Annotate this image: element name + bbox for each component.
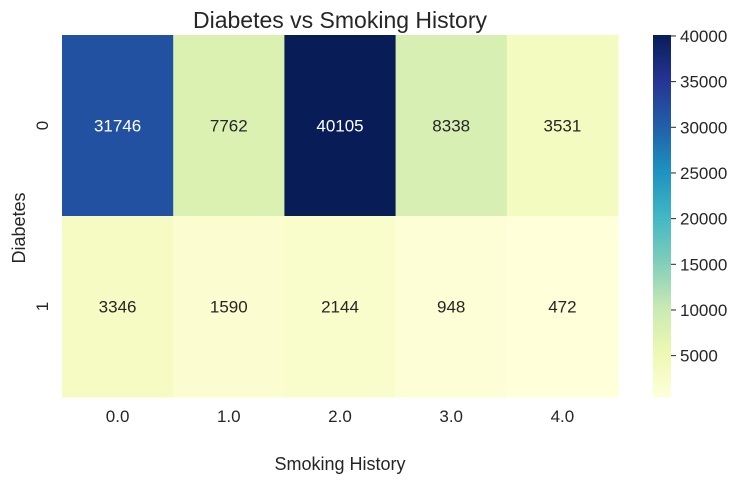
cell-value-label: 1590 [210, 298, 248, 317]
x-tick-label: 0.0 [106, 407, 130, 426]
colorbar-tick-label: 10000 [680, 301, 727, 320]
heatmap-cell [62, 35, 174, 217]
colorbar-tick-label: 35000 [680, 73, 727, 92]
colorbar-tick-label: 20000 [680, 210, 727, 229]
cell-value-label: 8338 [432, 117, 470, 136]
heatmap-cell [284, 216, 397, 398]
x-axis-ticks: 0.0 1.0 2.0 3.0 4.0 [106, 407, 574, 426]
colorbar-tick-label: 40000 [680, 27, 727, 46]
heatmap-cell [62, 216, 174, 398]
colorbar-ticks: 5000 10000 15000 20000 25000 30000 35000 40000 [671, 27, 727, 366]
x-tick-label: 3.0 [439, 407, 463, 426]
heatmap-cells: 31746 7762 40105 8338 3531 3346 1590 2144 948 472 [62, 35, 619, 398]
x-tick-label: 2.0 [328, 407, 352, 426]
chart-title: Diabetes vs Smoking History [193, 7, 487, 33]
cell-value-label: 2144 [321, 298, 359, 317]
cell-value-label: 472 [548, 298, 576, 317]
cell-value-label: 3531 [543, 117, 581, 136]
heatmap-cell [173, 216, 285, 398]
heatmap-cell [506, 35, 619, 217]
cell-value-label: 948 [437, 298, 465, 317]
x-axis-label: Smoking History [274, 454, 405, 474]
cell-value-label: 7762 [210, 117, 248, 136]
heatmap-cell [395, 35, 508, 217]
cell-value-label: 40105 [316, 117, 363, 136]
x-tick-label: 1.0 [217, 407, 241, 426]
heatmap-cell [284, 35, 397, 217]
colorbar [653, 35, 671, 397]
colorbar-tick-label: 5000 [680, 347, 718, 366]
y-tick-label: 1 [33, 302, 52, 311]
heatmap-cell [395, 216, 508, 398]
cell-value-label: 31746 [94, 117, 141, 136]
y-axis-ticks: 01 [33, 121, 52, 311]
heatmap-cell [506, 216, 619, 398]
colorbar-tick-label: 30000 [680, 118, 727, 137]
y-tick-label: 0 [33, 121, 52, 130]
cell-value-label: 3346 [99, 298, 137, 317]
x-tick-label: 4.0 [551, 407, 575, 426]
y-axis-label: Diabetes [9, 192, 29, 263]
heatmap-cell [173, 35, 285, 217]
colorbar-tick-label: 15000 [680, 255, 727, 274]
colorbar-tick-label: 25000 [680, 164, 727, 183]
